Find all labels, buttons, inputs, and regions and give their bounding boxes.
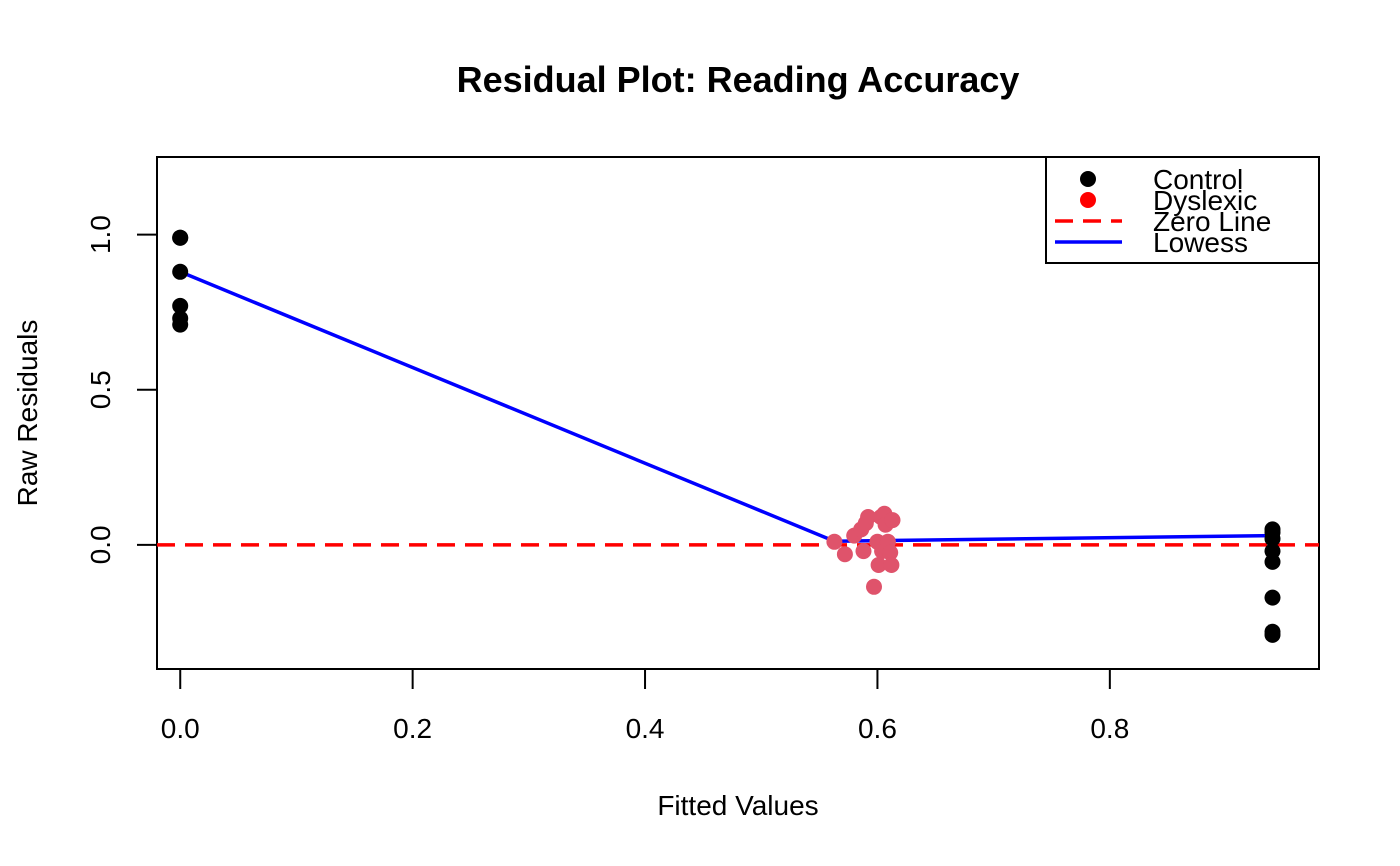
- plot-points: [172, 229, 1281, 643]
- y-tick-label: 0.0: [85, 525, 116, 564]
- x-tick-label: 0.0: [161, 713, 200, 744]
- legend-zero-line-label: Zero Line: [1153, 206, 1271, 237]
- control-point: [1264, 553, 1281, 570]
- control-point: [1264, 589, 1281, 606]
- x-axis-label: Fitted Values: [657, 790, 818, 821]
- y-tick-label: 1.0: [85, 215, 116, 254]
- control-point: [1264, 530, 1281, 547]
- plot-lines: [157, 270, 1319, 547]
- y-tick-label: 0.5: [85, 370, 116, 409]
- y-axis-label: Raw Residuals: [12, 320, 43, 507]
- lowess-line: [179, 270, 1273, 543]
- dyslexic-point: [883, 557, 900, 573]
- y-axis: 0.0 0.5 1.0: [85, 215, 158, 564]
- dyslexic-point: [884, 512, 901, 529]
- x-axis: 0.0 0.2 0.4 0.6 0.8: [161, 668, 1129, 744]
- legend-lowess-label: Lowess: [1153, 227, 1248, 258]
- control-point: [172, 229, 189, 246]
- control-point: [172, 297, 189, 314]
- dyslexic-point: [882, 544, 899, 561]
- control-point: [172, 316, 189, 333]
- control-point: [172, 263, 189, 280]
- dyslexic-point: [866, 578, 882, 595]
- dyslexic-point: [836, 546, 853, 563]
- x-tick-label: 0.2: [393, 713, 432, 744]
- legend-dyslexic-label: Dyslexic: [1153, 185, 1257, 216]
- x-tick-label: 0.4: [626, 713, 665, 744]
- legend-dyslexic-marker: [1080, 192, 1096, 208]
- dyslexic-point: [826, 533, 843, 550]
- dyslexic-point: [855, 543, 872, 560]
- dyslexic-point: [860, 509, 877, 525]
- legend-control-label: Control: [1153, 164, 1243, 195]
- legend-control-marker: [1080, 171, 1096, 187]
- control-point: [1264, 626, 1281, 643]
- x-tick-label: 0.8: [1090, 713, 1129, 744]
- dyslexic-point: [870, 557, 887, 573]
- chart-title: Residual Plot: Reading Accuracy: [457, 59, 1020, 100]
- x-tick-label: 0.6: [858, 713, 897, 744]
